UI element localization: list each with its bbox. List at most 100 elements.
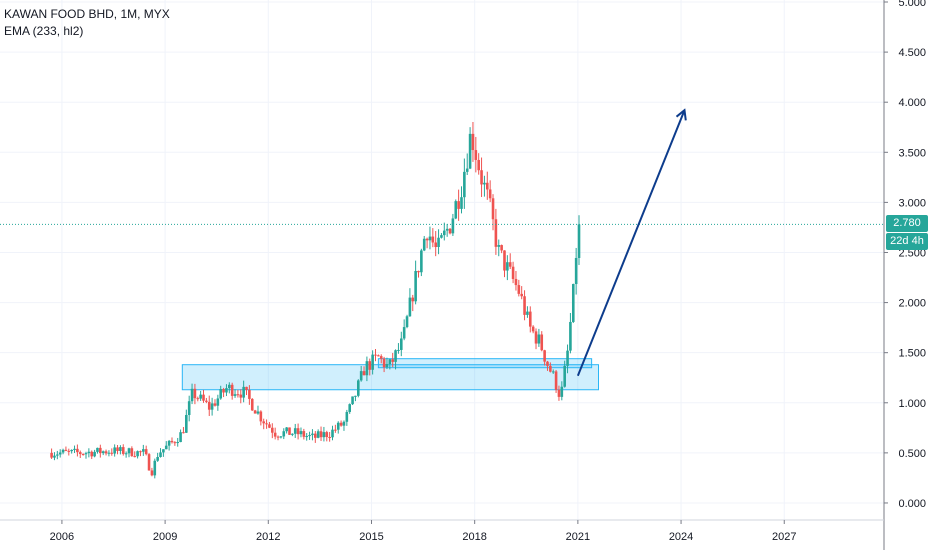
indicator-label[interactable]: EMA (233, hl2) (4, 24, 84, 38)
candle-body (147, 454, 151, 471)
candle-body (531, 326, 535, 332)
candle-body (96, 447, 99, 452)
candle-body (153, 460, 157, 476)
candle-body (205, 400, 208, 402)
candle-body (127, 448, 131, 454)
candle-body (528, 311, 532, 327)
candle-body (121, 447, 125, 454)
candle-body (480, 170, 483, 185)
x-tick-label: 2006 (50, 531, 74, 543)
candle-body (537, 334, 541, 344)
last-price-tag: 2.780 (886, 215, 928, 233)
candle-body (116, 447, 119, 451)
candle-body (53, 455, 56, 458)
candle-body (219, 389, 223, 399)
candle-body (334, 429, 337, 431)
candle-body (382, 358, 386, 368)
candle-body (342, 421, 346, 426)
candle-body (136, 451, 139, 457)
chart-legend: KAWAN FOOD BHD, 1M, MYX EMA (233, hl2) (4, 6, 170, 40)
y-tick-label: 2.000 (898, 298, 926, 310)
candle-body (316, 431, 320, 438)
candle-body (563, 365, 566, 387)
candle-body (236, 394, 240, 396)
candle-body (325, 432, 329, 438)
candle-body (554, 371, 558, 390)
candle-body (431, 236, 435, 243)
candle-body (500, 245, 503, 251)
candle-body (265, 423, 268, 425)
candle-body (368, 361, 372, 370)
support-zone (181, 364, 600, 391)
symbol-title[interactable]: KAWAN FOOD BHD, 1M, MYX (4, 7, 170, 21)
candle-body (302, 431, 306, 437)
y-tick-label: 0.500 (898, 448, 926, 460)
candle-body (93, 451, 96, 457)
bar-countdown-tag: 22d 4h (886, 233, 928, 251)
candle-body (511, 266, 515, 279)
candle-body (440, 235, 443, 238)
candle-body (474, 150, 478, 160)
candle-body (483, 182, 486, 185)
candle-body (250, 398, 254, 411)
candle-body (113, 447, 116, 454)
y-tick-label: 5.000 (898, 0, 926, 9)
candle-body (101, 451, 105, 454)
candle-body (162, 449, 165, 453)
candle-body (78, 452, 82, 455)
candle-body (199, 394, 202, 399)
candle-body (399, 338, 403, 350)
candle-body (336, 422, 340, 430)
candle-body (187, 401, 191, 415)
candle-body (357, 380, 360, 396)
y-tick-label: 3.000 (898, 197, 926, 209)
candle-body (503, 250, 506, 271)
candle-body (405, 316, 409, 328)
candle-body (84, 453, 88, 455)
candle-body (296, 428, 300, 435)
candle-body (465, 168, 469, 172)
y-tick-label: 3.500 (898, 147, 926, 159)
candle-body (574, 258, 578, 285)
candle-body (193, 388, 197, 399)
candle-body (159, 452, 162, 458)
candle-body (262, 421, 266, 424)
candle-body (222, 389, 225, 393)
candle-body (268, 424, 271, 428)
candle-body (64, 449, 68, 451)
x-tick-label: 2027 (772, 531, 796, 543)
candle-body (546, 361, 549, 366)
candle-body (282, 431, 286, 437)
candle-body (87, 451, 91, 454)
candle-body (422, 238, 426, 251)
candle-body (497, 245, 501, 247)
candle-body (311, 433, 314, 436)
candle-body (176, 442, 180, 444)
candle-body (293, 428, 297, 434)
support-zone (377, 358, 593, 369)
candle-body (463, 171, 466, 198)
candle-body (557, 389, 561, 397)
y-tick-label: 2.500 (898, 247, 926, 259)
candle-body (139, 451, 142, 453)
candle-body (517, 285, 521, 294)
candle-body (233, 394, 237, 396)
candle-body (107, 452, 111, 454)
projection-arrow (576, 110, 685, 377)
candle-body (210, 403, 214, 410)
candle-body (104, 451, 108, 454)
candle-body (549, 365, 552, 372)
candle-body (540, 334, 544, 351)
candle-body (526, 311, 529, 315)
candle-body (506, 262, 509, 271)
candle-body (534, 331, 538, 344)
candle-body (182, 432, 185, 434)
candle-body (288, 427, 291, 435)
candle-body (448, 228, 452, 234)
candle-body (167, 440, 171, 446)
candle-body (239, 394, 243, 398)
candle-body (156, 457, 159, 461)
candle-body (119, 447, 122, 451)
